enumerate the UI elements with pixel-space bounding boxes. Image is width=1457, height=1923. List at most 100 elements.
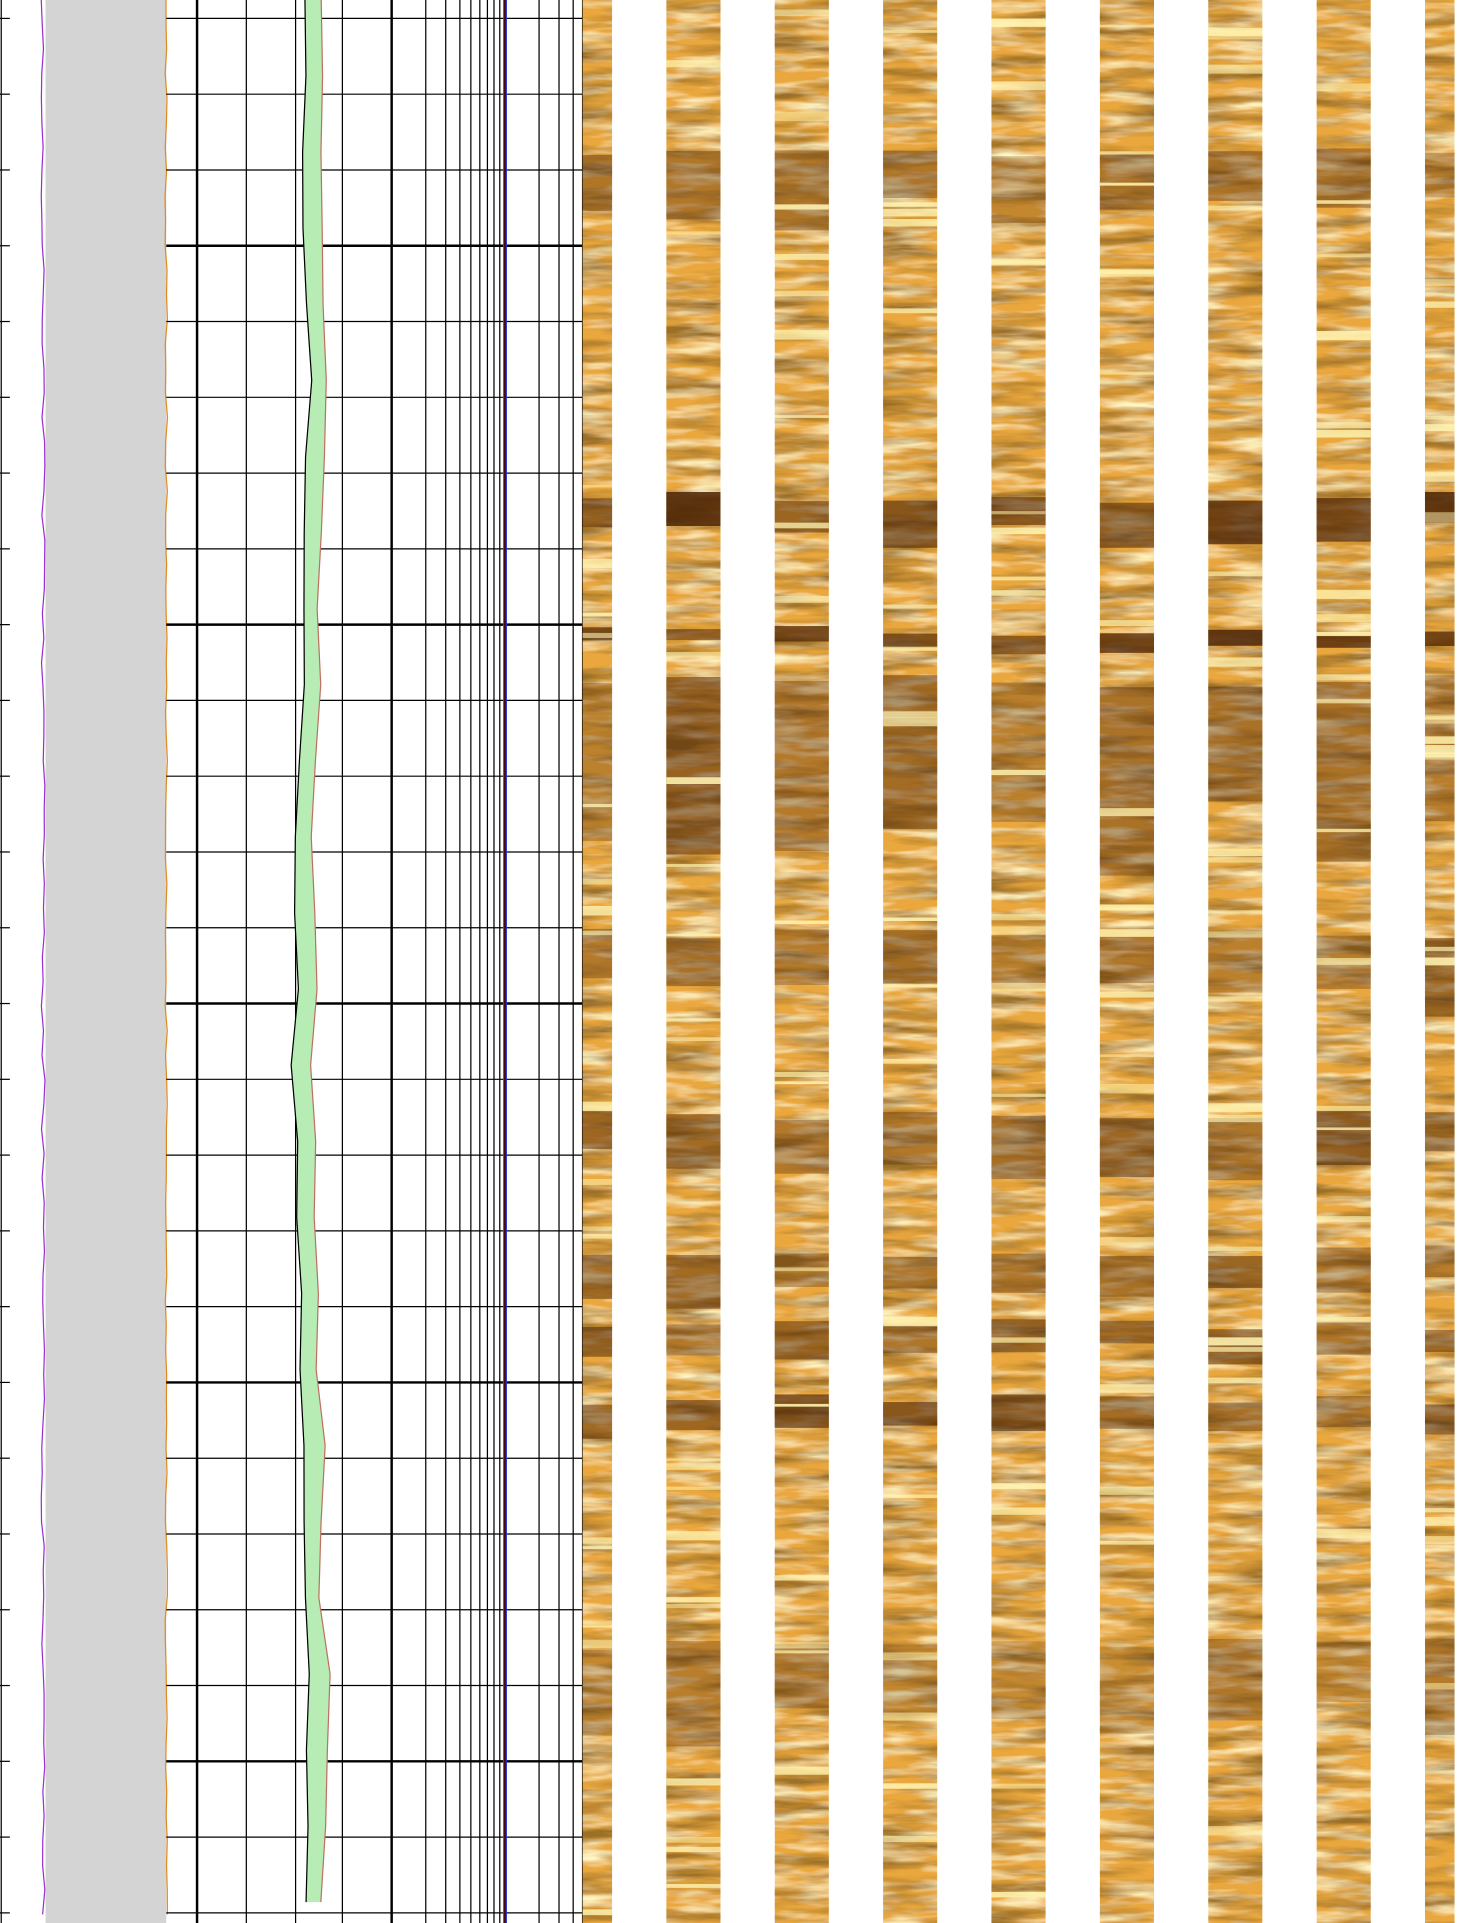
- bright-feature: [774, 1642, 829, 1649]
- dark-feature: [991, 1641, 1046, 1719]
- bright-feature: [1099, 620, 1155, 626]
- bright-feature: [991, 926, 1046, 935]
- dark-feature: [582, 928, 613, 979]
- bright-feature: [582, 930, 613, 936]
- image-strip-base: [883, 0, 938, 1923]
- dark-feature: [991, 1394, 1046, 1432]
- dark-feature: [1424, 1245, 1455, 1278]
- dark-feature: [883, 1112, 938, 1165]
- bright-feature: [1316, 429, 1371, 438]
- dark-feature: [1099, 1320, 1155, 1344]
- bright-feature: [666, 777, 721, 785]
- bright-feature: [1424, 745, 1455, 755]
- bright-feature: [1316, 631, 1371, 637]
- image-strip-base: [582, 0, 613, 1923]
- dark-feature: [582, 1404, 613, 1439]
- dark-feature: [1099, 687, 1155, 876]
- bright-feature: [1208, 1337, 1263, 1346]
- bright-feature: [1316, 422, 1371, 429]
- dark-feature: [666, 629, 721, 641]
- bright-feature: [1208, 857, 1263, 863]
- bright-feature: [883, 1058, 938, 1064]
- bright-feature: [666, 1458, 721, 1461]
- bright-feature: [582, 484, 613, 488]
- bright-feature: [1424, 424, 1455, 432]
- dark-feature: [774, 1119, 829, 1174]
- dark-feature: [991, 635, 1046, 655]
- dark-feature: [883, 1402, 938, 1426]
- bright-feature: [1208, 1114, 1263, 1123]
- bright-feature: [1316, 614, 1371, 623]
- bright-feature: [1208, 64, 1263, 74]
- image-strip: [1099, 0, 1155, 1923]
- dark-feature: [991, 156, 1046, 224]
- dark-feature: [774, 929, 829, 986]
- bright-feature: [883, 208, 938, 217]
- dark-feature: [1316, 1320, 1371, 1355]
- dark-feature: [1316, 1247, 1371, 1293]
- image-strip: [1208, 0, 1263, 1923]
- bright-feature: [991, 769, 1046, 776]
- bright-feature: [883, 1316, 938, 1327]
- bright-feature: [883, 308, 938, 314]
- dark-feature: [991, 935, 1046, 989]
- bright-feature: [991, 1783, 1046, 1789]
- gamma-curve-right: [309, 0, 331, 1903]
- bright-feature: [774, 1267, 829, 1272]
- bright-feature: [991, 1892, 1046, 1898]
- log-grid-track: [166, 0, 585, 1923]
- bright-feature: [666, 1883, 721, 1888]
- dark-feature: [991, 497, 1046, 526]
- bright-feature: [666, 1597, 721, 1603]
- bright-feature: [883, 30, 938, 33]
- bright-feature: [582, 1178, 613, 1186]
- bright-feature: [774, 330, 829, 340]
- dark-feature: [991, 682, 1046, 822]
- image-strip: [582, 0, 613, 1923]
- bright-feature: [774, 9, 829, 17]
- dark-feature: [582, 154, 613, 211]
- bright-feature: [774, 111, 829, 121]
- dark-feature: [666, 1399, 721, 1431]
- dark-feature: [1099, 936, 1155, 984]
- dark-feature: [666, 677, 721, 855]
- caliper-track: [0, 0, 169, 1923]
- dark-feature: [582, 1649, 613, 1736]
- dark-feature: [1099, 154, 1155, 210]
- dark-feature: [1099, 1646, 1155, 1734]
- bright-feature: [1099, 1540, 1155, 1545]
- bright-feature: [1316, 1216, 1371, 1222]
- dark-feature: [666, 491, 721, 526]
- bright-feature: [774, 920, 829, 925]
- bright-feature: [1208, 1377, 1263, 1384]
- bright-feature: [991, 1093, 1046, 1097]
- dark-feature: [1316, 498, 1371, 542]
- bright-feature: [991, 576, 1046, 581]
- dark-feature: [666, 151, 721, 220]
- image-strip-base: [1208, 0, 1263, 1923]
- bright-feature: [582, 1639, 613, 1649]
- dark-feature: [1099, 1255, 1155, 1297]
- bright-feature: [883, 604, 938, 609]
- bright-feature: [1208, 657, 1263, 667]
- bright-feature: [666, 231, 721, 235]
- bright-feature: [883, 717, 938, 727]
- bright-feature: [666, 1531, 721, 1541]
- dark-feature: [1316, 1396, 1371, 1428]
- bright-feature: [1099, 371, 1155, 375]
- bright-feature: [1424, 472, 1455, 482]
- bright-feature: [883, 1712, 938, 1721]
- bright-feature: [1208, 848, 1263, 857]
- dark-feature: [774, 1643, 829, 1709]
- dark-feature: [1316, 1110, 1371, 1166]
- dark-feature: [1316, 635, 1371, 648]
- bright-feature: [1316, 83, 1371, 92]
- bright-feature: [991, 1507, 1046, 1515]
- dark-feature: [1099, 502, 1155, 548]
- bright-feature: [1424, 752, 1455, 758]
- bright-feature: [1316, 200, 1371, 204]
- dark-feature: [666, 1324, 721, 1356]
- bright-feature: [1424, 1683, 1455, 1690]
- gamma-fill: [291, 0, 331, 1903]
- dark-feature: [1099, 1118, 1155, 1178]
